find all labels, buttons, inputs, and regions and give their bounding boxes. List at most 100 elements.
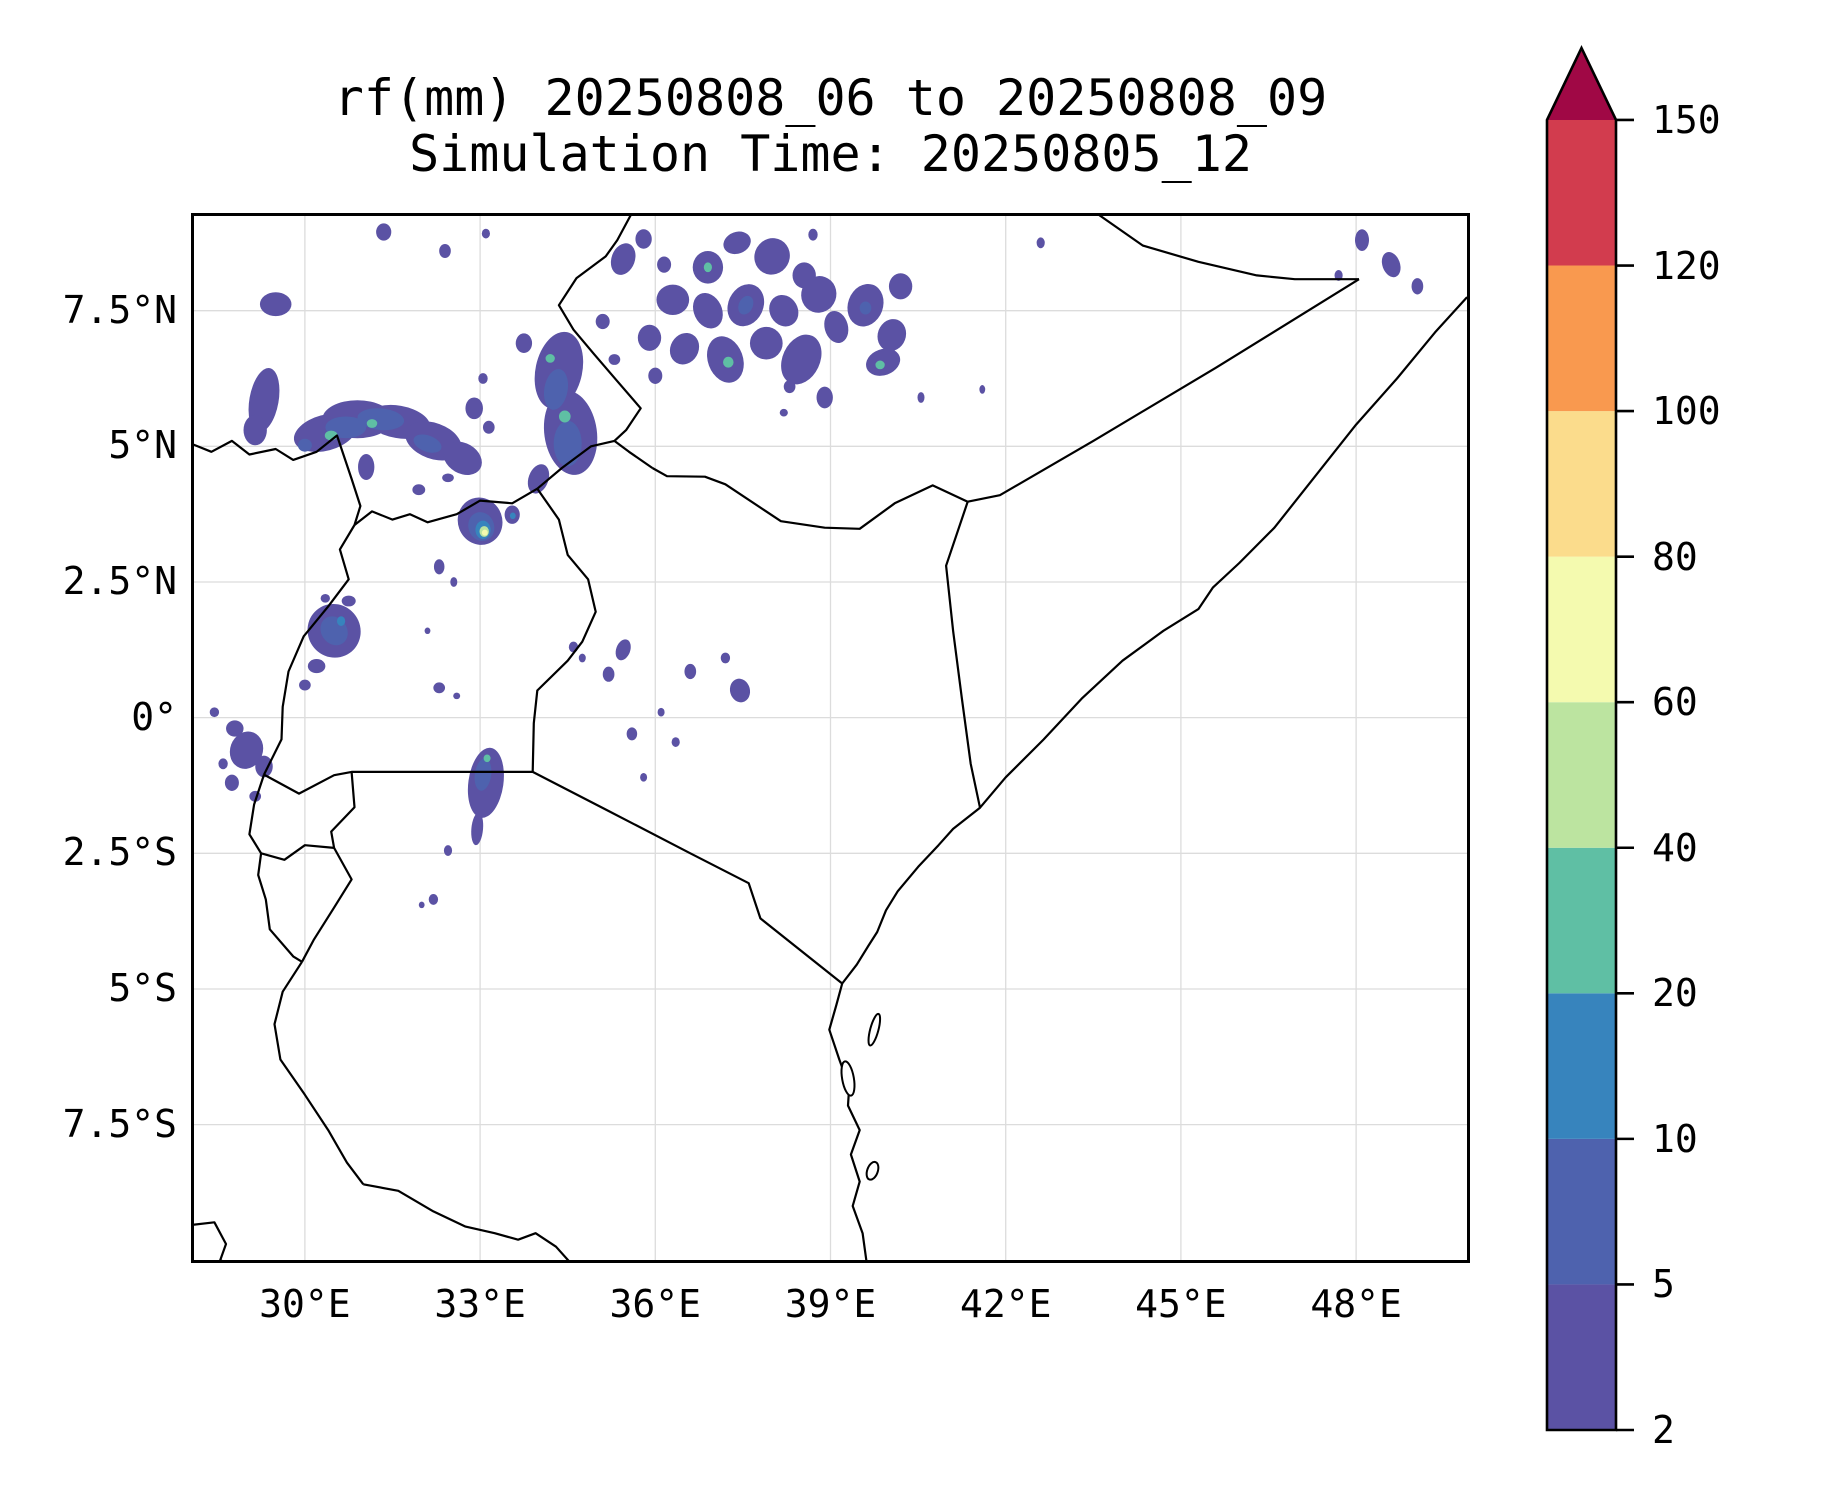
rain-cell xyxy=(412,484,426,496)
colorbar-tick-label: 60 xyxy=(1652,680,1698,725)
graticule xyxy=(191,213,1470,1263)
border-line xyxy=(828,296,1468,1263)
rain-cell xyxy=(875,360,885,370)
border-line xyxy=(191,1221,229,1263)
rain-cell xyxy=(358,453,375,481)
y-axis-tick-label: 0° xyxy=(131,694,177,739)
colorbar-segment xyxy=(1547,411,1616,557)
rain-cell xyxy=(229,731,264,769)
y-axis-tick-label: 5°N xyxy=(108,423,177,468)
border-line xyxy=(1095,213,1359,281)
border-line xyxy=(263,524,356,776)
rain-cell xyxy=(859,301,872,315)
border-line xyxy=(273,961,365,1185)
rain-cell xyxy=(692,292,723,329)
rain-cell xyxy=(482,420,495,434)
colorbar-segment xyxy=(1547,702,1616,848)
colorbar-segment xyxy=(1547,1284,1616,1430)
rain-cell xyxy=(218,758,228,770)
rain-cell xyxy=(1381,252,1401,278)
rain-cell xyxy=(341,595,356,607)
y-axis-tick-label: 7.5°N xyxy=(62,287,177,332)
border-line xyxy=(301,771,356,963)
colorbar-segment xyxy=(1547,265,1616,412)
border-line xyxy=(191,434,362,526)
x-axis-tick-label: 33°E xyxy=(434,1282,526,1326)
colorbar-over-arrow xyxy=(1547,47,1616,120)
border-line xyxy=(263,770,843,985)
rain-cell xyxy=(723,231,751,255)
border-line xyxy=(531,488,597,772)
colorbar-tick-label: 2 xyxy=(1652,1408,1675,1452)
rain-cell xyxy=(877,319,907,352)
colorbar-tick-label: 20 xyxy=(1652,971,1698,1016)
rain-cell xyxy=(684,663,697,680)
rain-cell xyxy=(424,627,431,635)
colorbar-tick-label: 120 xyxy=(1652,243,1721,288)
rain-cell xyxy=(769,294,799,327)
rain-cell xyxy=(209,707,220,718)
rain-cell xyxy=(1354,229,1370,251)
map-frame xyxy=(191,213,1470,1263)
rain-cell xyxy=(558,410,571,423)
rain-cell xyxy=(610,243,636,275)
rain-cell xyxy=(979,385,986,394)
colorbar-segment xyxy=(1547,556,1616,703)
y-axis-tick-label: 7.5°S xyxy=(62,1101,177,1146)
rain-cell xyxy=(723,356,734,368)
island-outline xyxy=(840,1060,856,1097)
rain-cell xyxy=(703,262,712,273)
colorbar-segment xyxy=(1547,119,1616,266)
colorbar-outline xyxy=(1545,44,1618,1432)
rain-cell xyxy=(450,577,458,587)
border-line xyxy=(651,467,969,530)
y-axis-tick-label: 2.5°N xyxy=(62,558,177,603)
rain-cell xyxy=(754,238,790,275)
rain-cell xyxy=(779,408,788,417)
rain-cell xyxy=(226,720,244,737)
colorbar-tick-label: 40 xyxy=(1652,825,1698,870)
rain-cell xyxy=(816,386,833,409)
rain-cell xyxy=(481,228,490,239)
colorbar-tick-label: 100 xyxy=(1652,389,1721,434)
rain-cell xyxy=(443,845,453,857)
rain-cell xyxy=(224,774,239,791)
colorbar xyxy=(1545,44,1634,1432)
border-line xyxy=(944,501,982,808)
y-axis-tick-label: 2.5°S xyxy=(62,830,177,875)
rain-cell xyxy=(337,616,346,626)
x-axis-tick-label: 48°E xyxy=(1310,1282,1402,1326)
rain-cell xyxy=(738,295,754,315)
rain-cell xyxy=(1411,278,1424,295)
x-axis-tick-label: 36°E xyxy=(609,1282,702,1326)
rain-cell xyxy=(243,414,267,446)
rain-cell xyxy=(376,223,392,241)
border-line xyxy=(260,844,335,861)
rain-cell xyxy=(648,367,663,384)
border-line xyxy=(363,1183,572,1263)
rain-cell xyxy=(255,755,273,778)
island-outline xyxy=(865,1160,880,1181)
rain-cell xyxy=(749,326,783,360)
colorbar-segment xyxy=(1547,1138,1616,1285)
border-line xyxy=(353,487,538,526)
rain-cell xyxy=(888,273,913,300)
rain-cell xyxy=(640,772,648,782)
rain-cell xyxy=(608,354,621,365)
rain-cell xyxy=(720,652,731,664)
rain-cell xyxy=(657,256,672,273)
rain-cell xyxy=(299,679,311,691)
rain-cell xyxy=(553,420,582,467)
rain-cell xyxy=(595,313,610,330)
rain-cell xyxy=(824,310,849,344)
rain-cell xyxy=(578,653,586,663)
rain-cell xyxy=(801,276,837,313)
country-borders xyxy=(191,213,1468,1263)
border-line xyxy=(967,278,1360,503)
plot-title: rf(mm) 20250808_06 to 20250808_09 xyxy=(333,69,1328,127)
rain-cell xyxy=(527,464,550,494)
rain-cell xyxy=(1036,237,1045,249)
rain-cell xyxy=(615,639,631,661)
colorbar-tick-label: 5 xyxy=(1652,1262,1675,1307)
rain-cell xyxy=(602,666,615,682)
